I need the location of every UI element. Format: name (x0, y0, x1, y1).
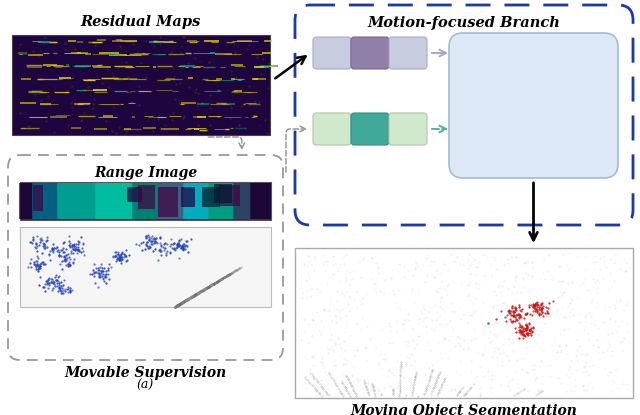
Text: Moving Object Segmentation: Moving Object Segmentation (351, 404, 577, 415)
Bar (158, 187, 179, 217)
Bar (12, 35, 270, 135)
Bar (181, 187, 195, 207)
Bar (214, 184, 232, 203)
Bar (295, 248, 633, 398)
Bar (33, 185, 43, 211)
FancyBboxPatch shape (389, 113, 427, 145)
FancyBboxPatch shape (449, 33, 618, 178)
FancyBboxPatch shape (389, 37, 427, 69)
Bar (20, 182, 271, 220)
Text: Residual Maps: Residual Maps (81, 15, 201, 29)
FancyBboxPatch shape (351, 37, 389, 69)
Text: (a): (a) (137, 378, 154, 391)
Bar (20, 227, 271, 307)
Text: Range Image: Range Image (94, 166, 197, 180)
FancyBboxPatch shape (351, 113, 389, 145)
Bar (127, 188, 141, 202)
Bar (138, 185, 155, 209)
Text: Motion-focused Branch: Motion-focused Branch (367, 16, 561, 30)
FancyBboxPatch shape (313, 113, 351, 145)
FancyBboxPatch shape (313, 37, 351, 69)
Text: Movable Supervision: Movable Supervision (65, 366, 227, 380)
Bar (219, 185, 240, 206)
Bar (202, 188, 220, 207)
